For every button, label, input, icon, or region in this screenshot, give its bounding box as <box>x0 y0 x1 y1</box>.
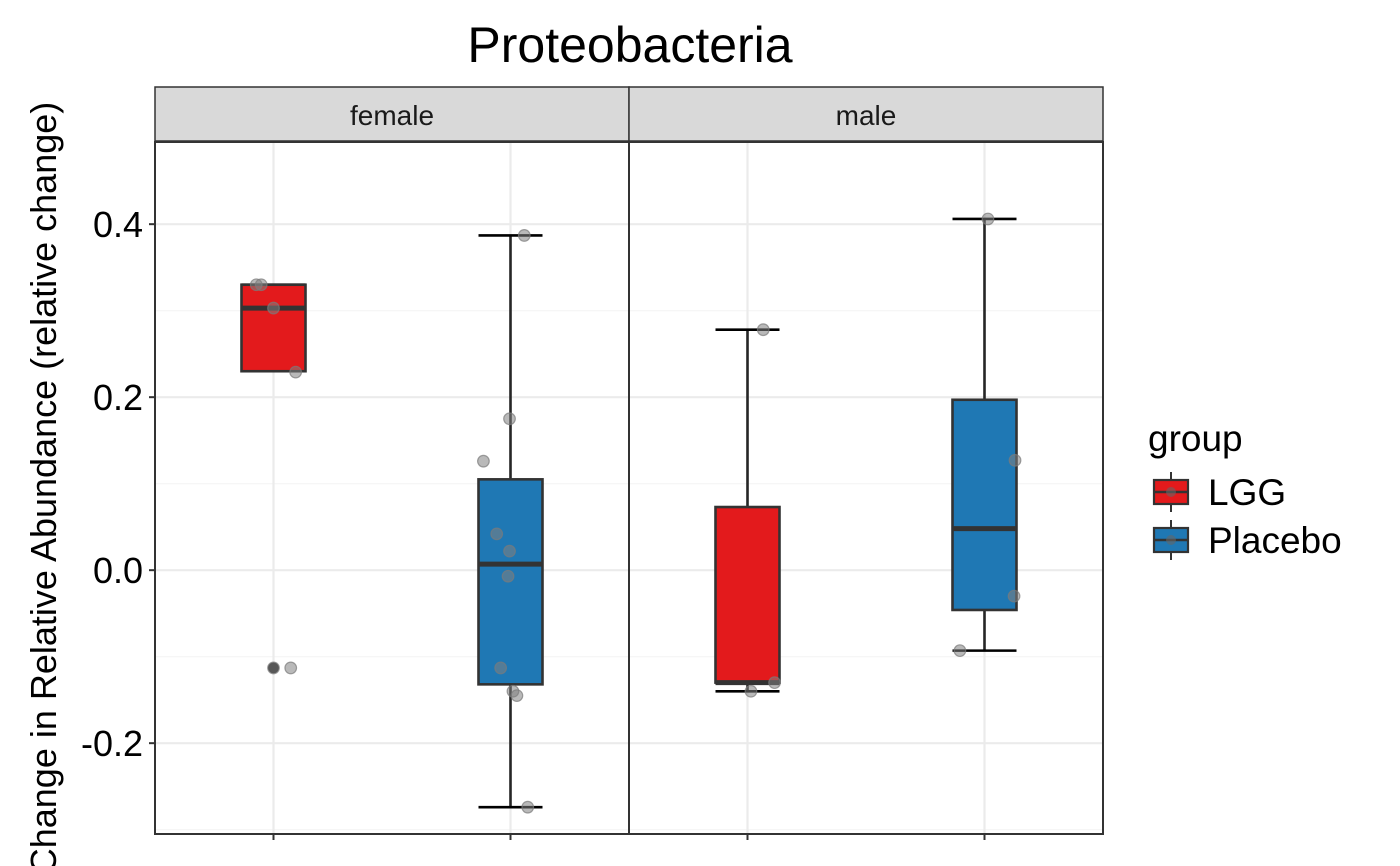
chart-title: Proteobacteria <box>467 17 792 73</box>
panel-background <box>629 142 1103 834</box>
legend-label: Placebo <box>1208 520 1342 561</box>
legend-title: group <box>1148 418 1243 459</box>
data-point <box>503 412 516 426</box>
y-tick-label: 0.4 <box>93 204 143 245</box>
data-point <box>744 684 758 698</box>
panel-background <box>155 142 629 834</box>
facet-panels: female male <box>154 86 1104 840</box>
data-point <box>517 229 531 242</box>
data-point <box>501 569 515 583</box>
data-point <box>289 365 303 379</box>
legend-item-LGG: LGG <box>1152 472 1286 513</box>
data-point <box>267 301 280 315</box>
box-female-Placebo <box>477 229 544 814</box>
data-point <box>477 454 490 468</box>
facet-strip-label: male <box>836 100 897 131</box>
legend-key-point <box>1166 487 1176 497</box>
box-female-LGG <box>240 278 307 675</box>
data-point <box>503 544 516 558</box>
data-point <box>1008 453 1022 467</box>
box-body <box>714 505 781 684</box>
data-point <box>494 661 508 675</box>
facet-strip <box>628 86 1104 142</box>
facet-strip <box>154 86 630 142</box>
facet-panel-female: female <box>154 86 630 840</box>
y-axis-label: Change in Relative Abundance (relative c… <box>23 102 64 866</box>
legend-key-point <box>1166 535 1176 545</box>
legend-item-Placebo: Placebo <box>1152 520 1342 561</box>
legend-label: LGG <box>1208 472 1286 513</box>
data-point <box>1007 589 1021 603</box>
y-axis-ticks: 0.4 0.2 0.0 -0.2 <box>81 204 155 764</box>
panel-border <box>628 141 1104 835</box>
data-point <box>768 676 781 690</box>
data-point <box>510 689 524 702</box>
facet-strip-label: female <box>350 100 434 131</box>
box-body <box>240 283 307 373</box>
box-body <box>951 398 1018 612</box>
data-point <box>981 212 995 226</box>
box-male-Placebo <box>951 212 1022 658</box>
y-tick-label: 0.2 <box>93 377 143 418</box>
data-point <box>490 527 504 541</box>
data-point <box>284 661 298 675</box>
data-point <box>267 661 280 675</box>
box-male-LGG <box>714 323 781 698</box>
data-point <box>521 800 535 814</box>
data-point <box>756 323 770 337</box>
legend: group LGG Placebo <box>1148 418 1342 561</box>
data-point <box>254 278 268 292</box>
y-tick-label: -0.2 <box>81 723 143 764</box>
y-tick-label: 0.0 <box>93 550 143 591</box>
data-point <box>953 644 967 658</box>
facet-panel-male: male <box>628 86 1104 840</box>
